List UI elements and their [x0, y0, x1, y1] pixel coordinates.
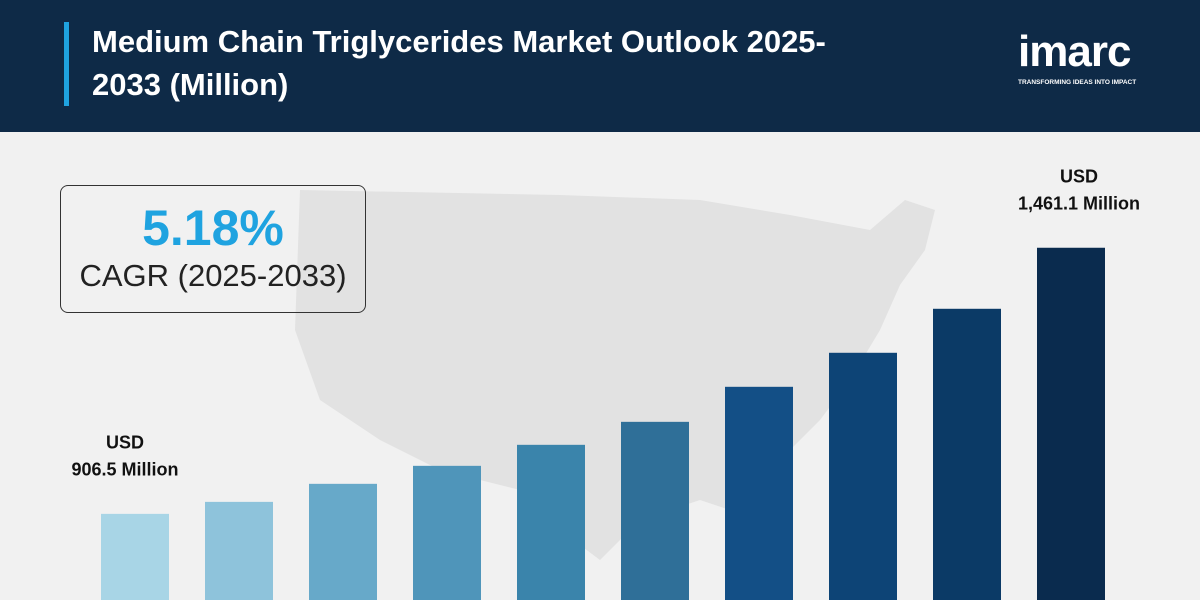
bar	[725, 386, 793, 600]
value-label: USD	[1060, 167, 1098, 187]
logo-tagline: TRANSFORMING IDEAS INTO IMPACT	[1018, 79, 1137, 86]
bar	[933, 308, 1001, 600]
cagr-label: CAGR (2025-2033)	[79, 258, 347, 293]
bar	[621, 421, 689, 600]
bar	[309, 483, 377, 600]
header: Medium Chain Triglycerides Market Outloo…	[0, 0, 1200, 132]
value-label: 1,461.1 Million	[1018, 194, 1140, 214]
title: Medium Chain Triglycerides Market Outloo…	[92, 24, 826, 102]
bar	[517, 444, 585, 600]
bar	[205, 501, 273, 600]
cagr-box: 5.18% CAGR (2025-2033)	[60, 185, 366, 313]
value-label: 906.5 Million	[71, 460, 178, 480]
cagr-value: 5.18%	[142, 200, 284, 256]
bar	[413, 465, 481, 600]
value-label: USD	[106, 433, 144, 453]
accent-bar	[64, 22, 69, 106]
bar	[1037, 247, 1105, 600]
bar	[101, 513, 169, 600]
bar	[829, 352, 897, 600]
logo: imarc	[1018, 27, 1131, 76]
